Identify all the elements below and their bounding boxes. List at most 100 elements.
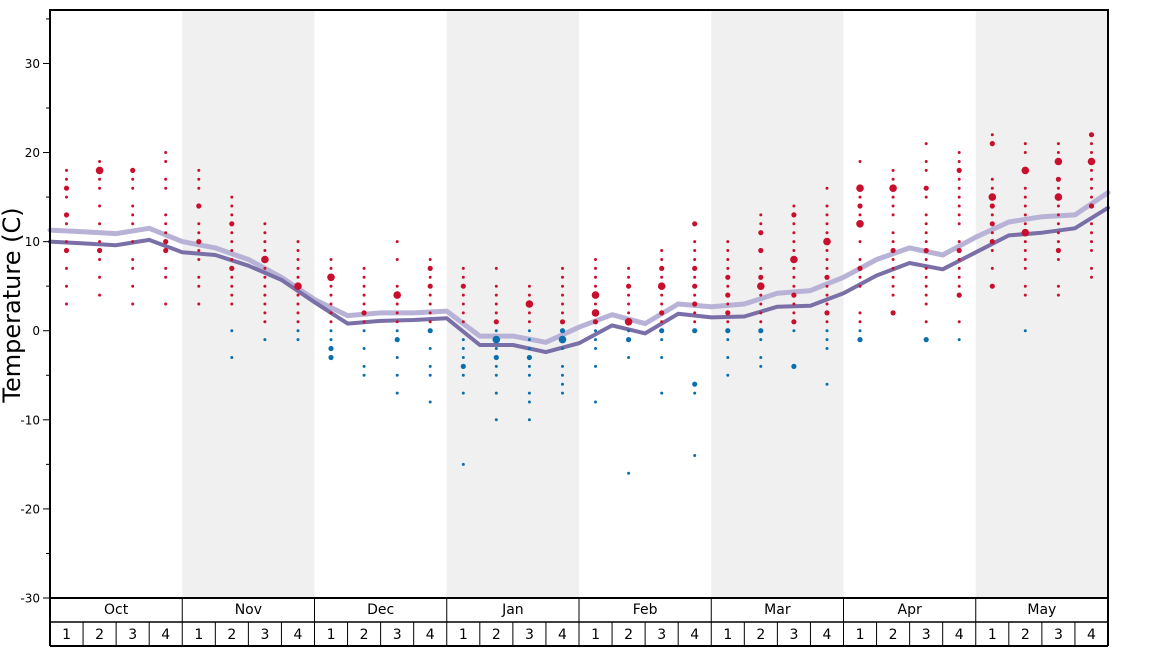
warm-point bbox=[1054, 193, 1063, 201]
warm-point bbox=[957, 275, 961, 279]
warm-point bbox=[361, 310, 367, 316]
month-band bbox=[975, 10, 1108, 598]
week-label: 3 bbox=[789, 627, 798, 643]
warm-point bbox=[692, 221, 698, 227]
warm-point bbox=[327, 273, 335, 282]
cold-point bbox=[627, 471, 631, 475]
cold-point bbox=[561, 347, 564, 350]
warm-point bbox=[957, 266, 961, 270]
warm-point bbox=[891, 293, 895, 297]
cold-point bbox=[857, 337, 863, 343]
cold-point bbox=[558, 335, 567, 344]
cold-point bbox=[461, 391, 465, 395]
warm-point bbox=[657, 282, 666, 291]
week-label: 1 bbox=[327, 627, 336, 643]
warm-point bbox=[131, 222, 135, 226]
cold-point bbox=[362, 347, 366, 350]
warm-point bbox=[957, 160, 961, 163]
cold-point bbox=[594, 364, 597, 368]
week-label: 1 bbox=[459, 627, 468, 643]
month-bands bbox=[182, 10, 1108, 598]
week-label: 4 bbox=[823, 627, 832, 643]
cold-point bbox=[594, 338, 597, 342]
warm-point bbox=[1023, 266, 1027, 270]
warm-point bbox=[792, 302, 796, 306]
warm-point bbox=[362, 275, 366, 279]
warm-point bbox=[164, 302, 168, 306]
week-label: 3 bbox=[260, 627, 269, 643]
warm-point bbox=[197, 258, 201, 261]
month-label: Feb bbox=[633, 602, 658, 618]
warm-point bbox=[263, 320, 267, 324]
warm-point bbox=[989, 203, 995, 209]
cold-point bbox=[493, 354, 499, 361]
warm-point bbox=[659, 310, 665, 316]
warm-point bbox=[825, 293, 829, 297]
cold-point bbox=[263, 338, 267, 342]
warm-point bbox=[461, 275, 465, 279]
warm-point bbox=[1055, 247, 1061, 254]
cold-point bbox=[362, 373, 366, 377]
warm-point bbox=[757, 282, 765, 291]
week-label: 3 bbox=[1054, 627, 1063, 643]
warm-point bbox=[65, 168, 68, 172]
cold-point bbox=[492, 335, 501, 344]
warm-point bbox=[825, 302, 829, 306]
warm-point bbox=[989, 141, 995, 147]
warm-point bbox=[792, 231, 796, 235]
warm-point bbox=[924, 275, 928, 279]
week-label: 4 bbox=[426, 627, 435, 643]
warm-point bbox=[891, 266, 895, 270]
week-label: 2 bbox=[227, 627, 236, 643]
warm-point bbox=[758, 274, 764, 280]
warm-point bbox=[296, 275, 300, 279]
warm-point bbox=[1056, 186, 1060, 190]
warm-point bbox=[329, 266, 333, 270]
cold-point bbox=[725, 328, 731, 334]
cold-point bbox=[527, 373, 531, 377]
warm-point bbox=[494, 302, 498, 306]
warm-point bbox=[823, 237, 831, 246]
cold-point bbox=[395, 356, 399, 359]
warm-point bbox=[428, 258, 432, 261]
warm-point bbox=[197, 222, 201, 226]
warm-point bbox=[164, 186, 168, 190]
warm-point bbox=[923, 185, 929, 191]
warm-point bbox=[856, 184, 864, 192]
warm-point bbox=[725, 310, 731, 316]
cold-point bbox=[461, 462, 465, 466]
cold-point bbox=[461, 347, 465, 350]
warm-point bbox=[164, 177, 168, 181]
warm-point bbox=[891, 177, 895, 181]
warm-point bbox=[891, 258, 895, 261]
cold-point bbox=[561, 373, 564, 377]
warm-point bbox=[957, 222, 961, 226]
warm-point bbox=[594, 302, 597, 306]
warm-point bbox=[792, 311, 796, 315]
warm-point bbox=[957, 240, 961, 244]
warm-point bbox=[889, 184, 897, 192]
warm-point bbox=[197, 275, 201, 279]
cold-point bbox=[428, 347, 432, 350]
warm-point bbox=[230, 195, 234, 199]
warm-point bbox=[924, 266, 928, 270]
warm-point bbox=[296, 311, 300, 315]
warm-point bbox=[527, 311, 531, 315]
cold-point bbox=[825, 347, 829, 350]
warm-point bbox=[97, 247, 103, 254]
warm-point bbox=[890, 247, 896, 254]
warm-point bbox=[98, 177, 102, 181]
cold-point bbox=[659, 328, 665, 334]
week-label: 3 bbox=[657, 627, 666, 643]
warm-point bbox=[1056, 258, 1060, 261]
cold-point bbox=[759, 338, 763, 342]
warm-point bbox=[263, 249, 267, 252]
warm-point bbox=[759, 302, 763, 306]
week-label: 4 bbox=[161, 627, 170, 643]
warm-point bbox=[1090, 142, 1093, 146]
warm-point bbox=[624, 318, 633, 326]
warm-point bbox=[1090, 231, 1093, 235]
cold-point bbox=[428, 373, 432, 377]
warm-point bbox=[263, 231, 267, 235]
warm-point bbox=[858, 311, 862, 315]
